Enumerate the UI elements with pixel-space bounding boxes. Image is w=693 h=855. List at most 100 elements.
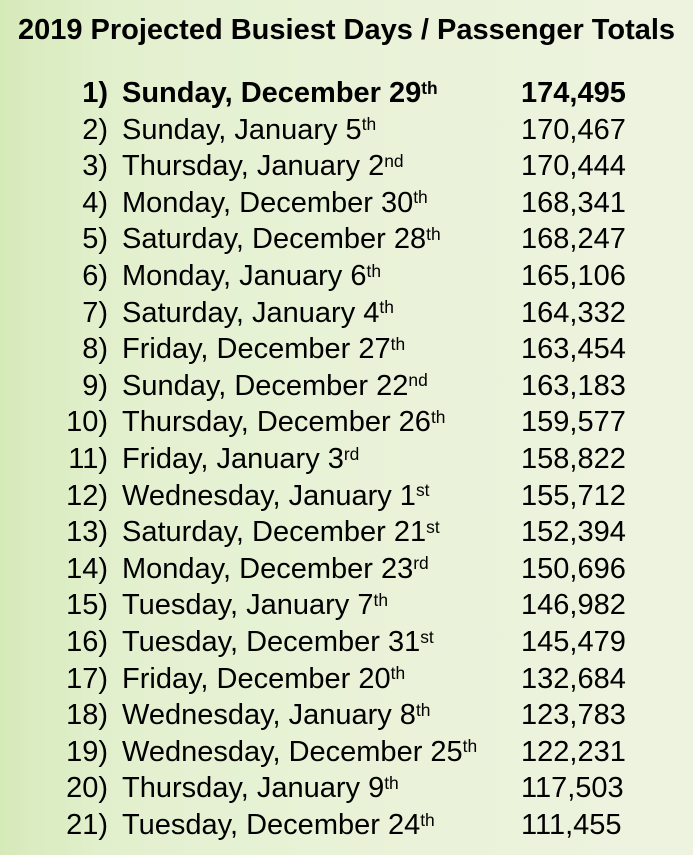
rank-label: 3) xyxy=(82,150,108,183)
day-label: Thursday, January 9th xyxy=(122,770,521,807)
ordinal-superscript: th xyxy=(421,77,438,98)
day-label: Monday, December 23rd xyxy=(122,551,521,588)
day-text: Thursday, January 9 xyxy=(122,772,385,805)
day-text: Friday, December 20 xyxy=(122,662,391,695)
ordinal-superscript: th xyxy=(390,663,406,684)
rank-label: 1) xyxy=(82,77,108,109)
passenger-total: 123,783 xyxy=(521,699,626,732)
rank-label: 11) xyxy=(68,442,108,475)
ordinal-superscript: th xyxy=(462,736,478,757)
day-label: Friday, January 3rd xyxy=(122,441,521,478)
table-row: 16) Tuesday, December 31st 145,479 xyxy=(0,624,693,661)
ordinal-superscript: th xyxy=(413,187,428,208)
passenger-total: 165,106 xyxy=(521,259,626,292)
passenger-total: 170,467 xyxy=(521,113,626,146)
passenger-total: 168,341 xyxy=(521,186,626,219)
day-label: Sunday, January 5th xyxy=(122,112,521,149)
rank-label: 5) xyxy=(82,223,108,256)
passenger-total: 163,183 xyxy=(521,369,626,402)
day-text: Thursday, December 26 xyxy=(122,406,431,439)
table-row: 1) Sunday, December 29th 174,495 xyxy=(0,75,693,112)
table-row: 6) Monday, January 6th 165,106 xyxy=(0,258,693,295)
day-text: Wednesday, January 1 xyxy=(122,479,416,512)
day-text: Monday, December 30 xyxy=(122,186,414,219)
rank-label: 20) xyxy=(66,772,108,805)
rank-label: 6) xyxy=(82,259,108,292)
table-row: 8) Friday, December 27th 163,454 xyxy=(0,331,693,368)
passenger-total: 163,454 xyxy=(521,333,626,366)
rank-label: 21) xyxy=(66,808,108,841)
day-text: Sunday, January 5 xyxy=(122,113,362,146)
page-title: 2019 Projected Busiest Days / Passenger … xyxy=(17,14,676,46)
table-row: 11) Friday, January 3rd 158,822 xyxy=(0,441,693,478)
ordinal-superscript: th xyxy=(379,297,394,318)
table-row: 5) Saturday, December 28th 168,247 xyxy=(0,221,693,258)
passenger-total: 164,332 xyxy=(521,296,626,329)
day-label: Friday, December 27th xyxy=(122,331,521,368)
day-label: Monday, January 6th xyxy=(122,258,521,295)
day-text: Sunday, December 22 xyxy=(122,369,409,402)
table-row: 14) Monday, December 23rd 150,696 xyxy=(0,551,693,588)
passenger-total: 152,394 xyxy=(521,516,626,549)
day-label: Monday, December 30th xyxy=(122,185,521,222)
day-text: Sunday, December 29 xyxy=(122,77,422,109)
day-label: Sunday, December 29th xyxy=(122,75,521,112)
table-row: 2) Sunday, January 5th 170,467 xyxy=(0,112,693,149)
table-row: 19) Wednesday, December 25th 122,231 xyxy=(0,734,693,771)
table-row: 13) Saturday, December 21st 152,394 xyxy=(0,514,693,551)
day-label: Thursday, January 2nd xyxy=(122,148,521,185)
day-text: Tuesday, December 24 xyxy=(122,808,421,841)
day-text: Monday, January 6 xyxy=(122,259,367,292)
day-text: Friday, December 27 xyxy=(122,333,391,366)
ordinal-superscript: rd xyxy=(413,553,429,574)
day-text: Wednesday, January 8 xyxy=(122,699,416,732)
ordinal-superscript: nd xyxy=(384,150,404,171)
rank-label: 9) xyxy=(82,369,108,402)
rank-label: 19) xyxy=(66,735,108,768)
rank-label: 13) xyxy=(66,516,108,549)
day-label: Wednesday, January 1st xyxy=(122,478,521,515)
passenger-total: 170,444 xyxy=(521,150,626,183)
passenger-total: 159,577 xyxy=(521,406,626,439)
ordinal-superscript: th xyxy=(426,224,441,245)
day-text: Tuesday, January 7 xyxy=(122,589,374,622)
passenger-total: 122,231 xyxy=(521,735,626,768)
rank-label: 8) xyxy=(82,333,108,366)
ordinal-superscript: st xyxy=(420,626,434,647)
table-row: 15) Tuesday, January 7th 146,982 xyxy=(0,587,693,624)
day-text: Friday, January 3 xyxy=(122,442,344,475)
table-row: 17) Friday, December 20th 132,684 xyxy=(0,661,693,698)
day-label: Friday, December 20th xyxy=(122,661,521,698)
day-label: Wednesday, January 8th xyxy=(122,697,521,734)
rank-label: 10) xyxy=(66,406,108,439)
table-row: 10) Thursday, December 26th 159,577 xyxy=(0,404,693,441)
day-text: Thursday, January 2 xyxy=(122,150,385,183)
day-label: Tuesday, January 7th xyxy=(122,587,521,624)
passenger-total: 155,712 xyxy=(521,479,626,512)
day-text: Saturday, December 21 xyxy=(122,516,427,549)
ordinal-superscript: th xyxy=(384,772,399,793)
day-text: Tuesday, December 31 xyxy=(122,625,421,658)
rank-label: 12) xyxy=(66,479,108,512)
day-label: Tuesday, December 31st xyxy=(122,624,521,661)
day-label: Saturday, December 21st xyxy=(122,514,521,551)
passenger-total: 168,247 xyxy=(521,223,626,256)
ordinal-superscript: th xyxy=(361,114,377,135)
day-label: Sunday, December 22nd xyxy=(122,368,521,405)
rank-label: 14) xyxy=(66,552,108,585)
day-text: Saturday, January 4 xyxy=(122,296,380,329)
rank-label: 17) xyxy=(66,662,108,695)
passenger-total: 132,684 xyxy=(521,662,626,695)
table-row: 21) Tuesday, December 24th 111,455 xyxy=(0,807,693,844)
ordinal-superscript: th xyxy=(373,589,388,610)
table-row: 12) Wednesday, January 1st 155,712 xyxy=(0,478,693,515)
busiest-days-list: 1) Sunday, December 29th 174,495 2) Sund… xyxy=(0,75,693,843)
table-row: 20) Thursday, January 9th 117,503 xyxy=(0,770,693,807)
table-row: 4) Monday, December 30th 168,341 xyxy=(0,185,693,222)
passenger-total: 145,479 xyxy=(521,625,626,658)
table-row: 7) Saturday, January 4th 164,332 xyxy=(0,295,693,332)
passenger-total: 150,696 xyxy=(521,552,626,585)
passenger-total: 111,455 xyxy=(521,808,622,841)
ordinal-superscript: st xyxy=(415,480,430,501)
